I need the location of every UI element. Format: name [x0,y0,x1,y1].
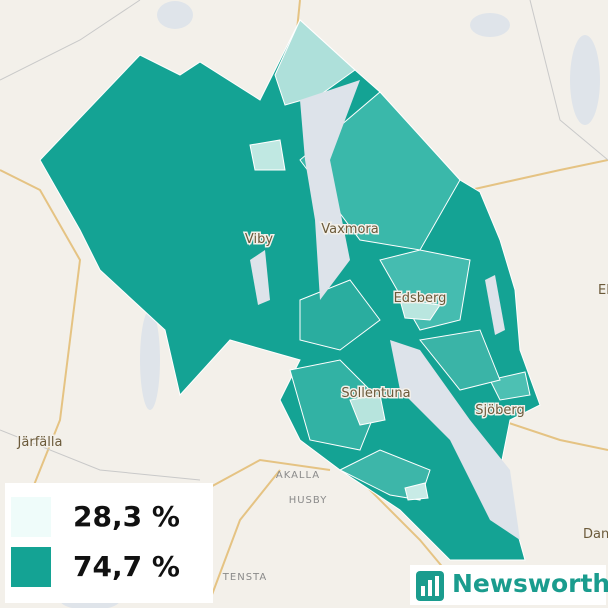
place-label: Vaxmora [321,222,378,237]
logo-text: Newsworthy [452,569,608,598]
place-label: Sjöberg [475,403,524,418]
logo: Newsworthy [410,565,608,605]
district-label: TENSTA [222,572,267,583]
district-label: HUSBY [289,495,328,506]
district-label: AKALLA [276,470,320,481]
place-label: Järfälla [17,435,63,450]
legend-label: 28,3 % [73,500,180,533]
legend: 28,3 % 74,7 % [5,483,213,603]
legend-swatch [11,497,51,537]
borders [0,0,608,481]
logo-bars [421,576,439,596]
legend-label: 74,7 % [73,550,180,583]
legend-swatch [11,547,51,587]
place-label: Sollentuna [341,386,410,401]
place-label: Dan [583,527,608,542]
place-label: El [598,283,608,298]
place-label: Viby [245,232,273,247]
lake-strip [250,80,520,540]
place-label: Edsberg [394,291,447,306]
